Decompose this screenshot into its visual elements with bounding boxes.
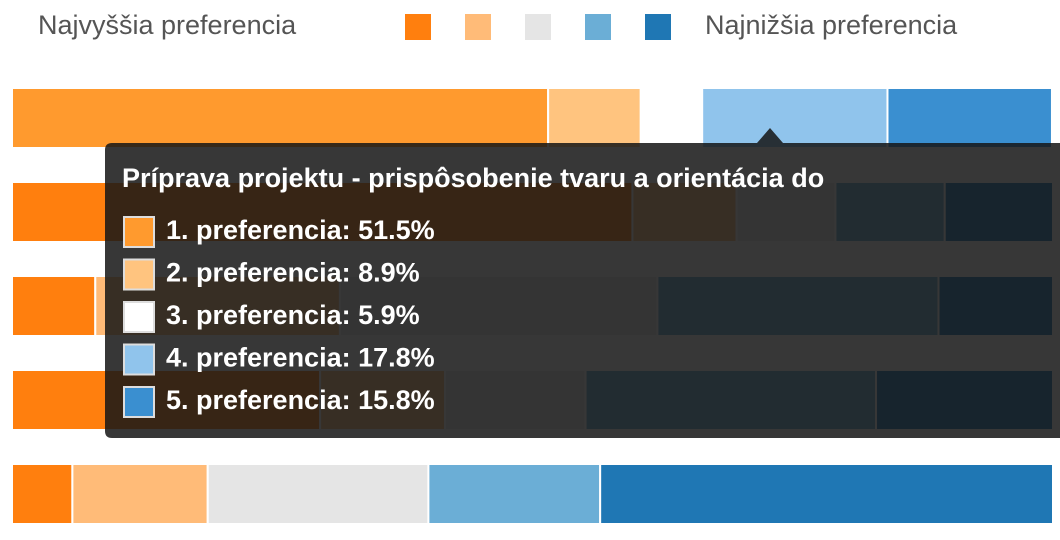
tooltip-swatch bbox=[123, 386, 155, 418]
tooltip-swatch bbox=[123, 343, 155, 376]
legend-swatch bbox=[585, 14, 611, 40]
tooltip-swatch bbox=[123, 301, 155, 333]
bar-segment bbox=[599, 463, 1054, 525]
legend-swatch bbox=[645, 14, 671, 40]
bar-segment bbox=[11, 87, 550, 149]
tooltip-swatch bbox=[123, 258, 155, 291]
bar-segment bbox=[427, 463, 602, 525]
tooltip-item: 2. preferencia: 8.9% bbox=[166, 258, 420, 288]
legend-swatch bbox=[525, 14, 551, 40]
legend-right: Najnižšia preferencia bbox=[705, 10, 958, 40]
tooltip-title: Príprava projektu - prispôsobenie tvaru … bbox=[122, 163, 824, 193]
bar-segment bbox=[547, 87, 642, 149]
bar-segment bbox=[886, 87, 1053, 149]
bar-segment bbox=[206, 463, 430, 525]
legend-swatch bbox=[465, 14, 491, 40]
tooltip-item: 4. preferencia: 17.8% bbox=[166, 343, 435, 373]
tooltip-item: 1. preferencia: 51.5% bbox=[166, 215, 435, 245]
legend-swatch bbox=[405, 14, 431, 40]
legend bbox=[405, 14, 671, 40]
tooltip: Príprava projektu - prispôsobenie tvaru … bbox=[105, 128, 1060, 438]
bar-segment bbox=[11, 275, 97, 337]
bar-segment bbox=[71, 463, 209, 525]
tooltip-box bbox=[105, 128, 1060, 438]
bar-segment bbox=[701, 87, 889, 149]
legend-left: Najvyššia preferencia bbox=[38, 10, 297, 40]
bar-segment bbox=[11, 463, 74, 525]
tooltip-swatch bbox=[123, 216, 155, 248]
tooltip-item: 3. preferencia: 5.9% bbox=[166, 300, 420, 330]
tooltip-item: 5. preferencia: 15.8% bbox=[166, 385, 435, 415]
bar-segment bbox=[639, 87, 704, 149]
